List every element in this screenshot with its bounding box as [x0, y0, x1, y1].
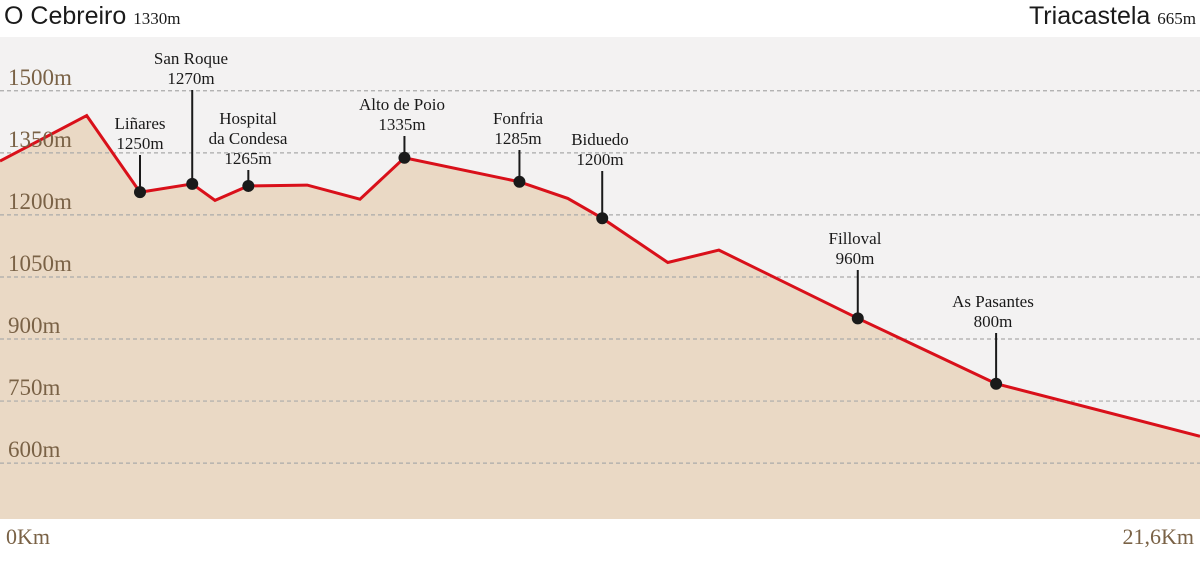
waypoint-elevation: 1200m [576, 150, 623, 169]
waypoint-name: San Roque [154, 49, 228, 68]
y-tick-label: 1050m [8, 251, 72, 276]
waypoint-elevation: 960m [836, 249, 875, 268]
waypoint-name: Biduedo [571, 130, 629, 149]
x-tick-label-start: 0Km [6, 524, 50, 549]
start-location-elevation: 1330m [133, 9, 181, 28]
end-location-name: Triacastela [1028, 2, 1151, 30]
y-tick-label: 1500m [8, 65, 72, 90]
y-tick-label: 600m [8, 437, 61, 462]
waypoint-elevation: 1335m [378, 115, 425, 134]
y-tick-label: 750m [8, 375, 61, 400]
waypoint-marker [596, 212, 609, 225]
x-axis-ticks: 0Km 21,6Km [6, 524, 1194, 549]
waypoint-elevation: 1270m [167, 69, 214, 88]
waypoint-elevation: 1265m [224, 149, 271, 168]
waypoint-name: Filloval [829, 229, 882, 248]
end-location: Triacastela 665m [1029, 2, 1196, 31]
waypoint-marker [513, 175, 526, 188]
waypoint-marker [990, 377, 1003, 390]
waypoint-name: Fonfria [493, 109, 544, 128]
waypoint-marker [242, 179, 255, 192]
y-axis-ticks: 1500m 1350m 1200m 1050m 900m 750m 600m [8, 65, 72, 462]
waypoint-marker [134, 186, 146, 199]
end-location-elevation: 665m [1157, 9, 1196, 28]
y-tick-label: 900m [8, 313, 61, 338]
waypoint-name: As Pasantes [952, 292, 1034, 311]
waypoint-name-line2: da Condesa [209, 129, 288, 148]
start-location-name: O Cebreiro [4, 2, 127, 30]
elevation-area [0, 115, 1200, 519]
x-tick-label-end: 21,6Km [1123, 524, 1195, 549]
waypoint-name: Liñares [115, 114, 166, 133]
grid-lines [0, 90, 1200, 464]
y-tick-label: 1200m [8, 189, 72, 214]
start-location: O Cebreiro 1330m [4, 2, 180, 31]
waypoint-elevation: 800m [974, 312, 1013, 331]
waypoint-name: Alto de Poio [359, 95, 445, 114]
waypoint-elevation: 1285m [494, 129, 541, 148]
y-tick-label: 1350m [8, 127, 72, 152]
waypoint-marker [398, 151, 411, 164]
waypoint-name: Hospital [219, 109, 277, 128]
waypoint-marker [851, 312, 864, 325]
waypoint-elevation: 1250m [116, 134, 163, 153]
waypoint-marker [186, 177, 199, 190]
